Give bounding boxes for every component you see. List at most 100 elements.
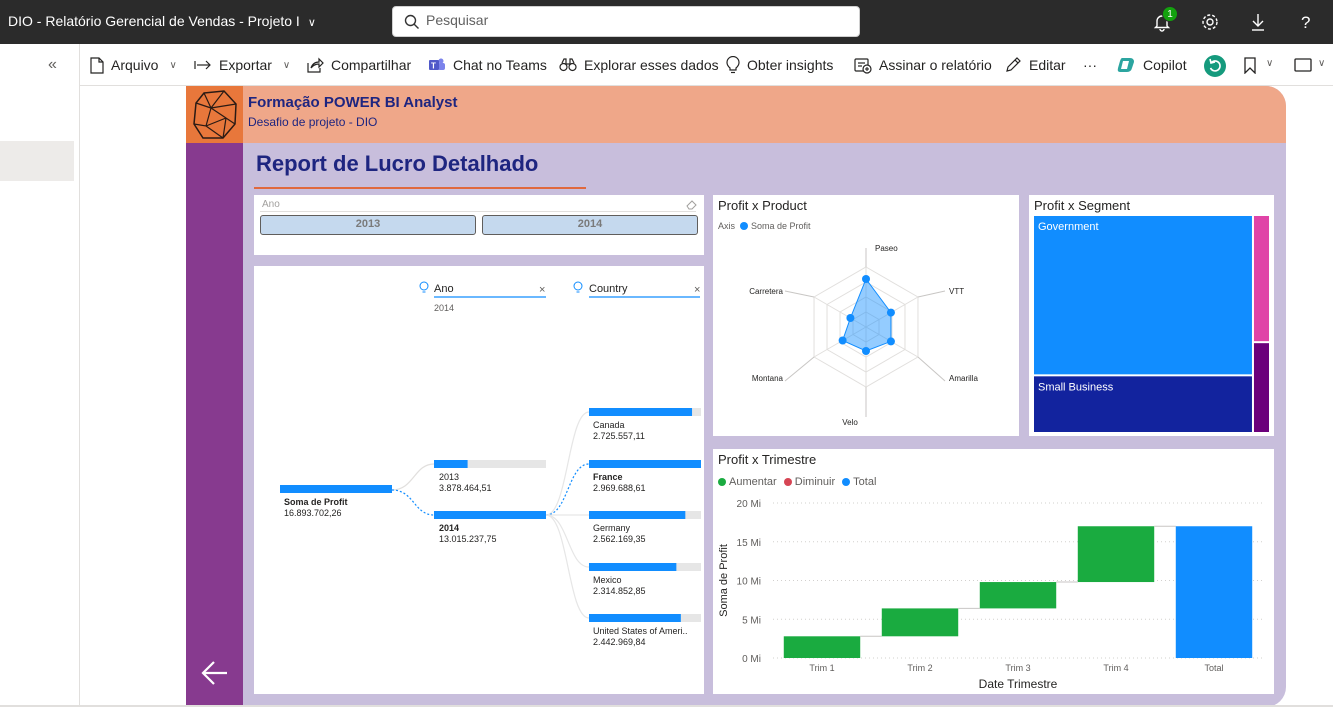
chevron-down-icon[interactable]: ∨ — [1318, 58, 1326, 69]
waterfall-bar — [783, 636, 861, 658]
radar-chart: Paseo VTT Amarilla Velo Montana Carretera — [749, 244, 978, 427]
search-icon — [404, 14, 419, 29]
binoculars-icon — [559, 58, 577, 72]
lightbulb-icon — [573, 281, 583, 293]
radar-leader — [917, 290, 946, 298]
remove-level-icon[interactable]: × — [539, 284, 545, 296]
level-country-label: Country — [589, 283, 628, 295]
year-slicer: Ano 2013 2014 — [254, 195, 704, 255]
view-icon[interactable] — [1294, 58, 1312, 72]
node-value: 13.015.237,75 — [439, 534, 497, 544]
legend-axis-label: Axis — [718, 221, 736, 231]
copilot-icon — [1117, 58, 1134, 72]
eraser-icon[interactable] — [686, 199, 697, 210]
treemap-title: Profit x Segment — [1034, 198, 1131, 213]
radar-category-label: Amarilla — [949, 374, 978, 383]
export-icon — [194, 60, 211, 70]
download-icon[interactable] — [1247, 11, 1269, 33]
radar-point — [862, 275, 870, 283]
subscribe-icon — [854, 57, 872, 74]
report-title-menu[interactable]: DIO - Relatório Gerencial de Vendas - Pr… — [8, 13, 316, 29]
radar-point — [886, 337, 895, 346]
selected-page-item[interactable] — [0, 141, 74, 181]
report-toolbar: Arquivo ∨ Exportar ∨ Compartilhar T Chat n… — [80, 44, 1333, 86]
radar-point — [846, 314, 855, 322]
edit-label: Editar — [1029, 57, 1066, 73]
bookmark-icon[interactable] — [1244, 57, 1256, 74]
collapse-pane-icon[interactable]: « — [48, 56, 57, 73]
radar-leader — [784, 290, 815, 298]
legend-dot-decrease — [783, 478, 792, 486]
treemap-tile — [1252, 215, 1270, 343]
legend-dot-increase — [718, 478, 726, 486]
node-bar — [589, 614, 681, 622]
edit-button[interactable]: Editar — [1004, 55, 1066, 75]
legend-decrease: Diminuir — [794, 476, 836, 488]
legend-dot-total — [842, 478, 851, 486]
y-axis-title: Soma de Profit — [718, 544, 730, 617]
radar-category-label: VTT — [949, 287, 964, 296]
waterfall-bar — [979, 582, 1057, 609]
node-bar — [589, 511, 686, 519]
legend-total: Total — [853, 476, 877, 488]
slicer-option-2014[interactable]: 2014 — [482, 215, 698, 235]
left-nav-pane: « — [0, 44, 80, 707]
radar-axis — [813, 296, 867, 328]
radar-legend: Axis Soma de Profit — [718, 221, 811, 231]
copilot-button[interactable]: Copilot — [1116, 55, 1187, 75]
gear-icon[interactable] — [1199, 11, 1221, 33]
remove-level-icon[interactable]: × — [694, 284, 700, 296]
app-top-bar: DIO - Relatório Gerencial de Vendas - Pr… — [0, 0, 1333, 44]
more-options-icon: ··· — [1083, 57, 1097, 73]
subscribe-button[interactable]: Assinar o relatório — [854, 55, 992, 75]
notification-badge: 1 — [1162, 6, 1178, 22]
radar-title: Profit x Product — [718, 198, 807, 213]
pencil-icon — [1006, 57, 1021, 72]
node-value: 2.314.852,85 — [593, 586, 646, 596]
legend-series-label: Soma de Profit — [751, 221, 811, 231]
node-bar — [589, 460, 701, 468]
node-label: 2013 — [439, 472, 459, 482]
treemap-tile — [1033, 215, 1253, 376]
profit-trimestre-visual: Profit x Trimestre Aumentar Diminuir Tot… — [713, 449, 1274, 694]
chevron-down-icon[interactable]: ∨ — [1266, 58, 1274, 69]
waterfall-bar — [881, 608, 959, 637]
radar-point — [862, 347, 870, 355]
file-menu-button[interactable]: Arquivo ∨ — [90, 55, 177, 75]
logo-icon — [193, 90, 237, 139]
node-value: 2.442.969,84 — [593, 637, 646, 647]
connector-line — [391, 489, 435, 516]
radar-point — [838, 336, 847, 345]
waterfall-bar — [1175, 526, 1253, 658]
more-options-button[interactable]: ··· — [1083, 55, 1097, 75]
share-button[interactable]: Compartilhar — [306, 55, 411, 75]
search-box[interactable] — [392, 6, 860, 37]
slicer-option-2013[interactable]: 2013 — [260, 215, 476, 235]
svg-text:?: ? — [1301, 13, 1310, 32]
x-axis-title: Date Trimestre — [979, 677, 1058, 691]
insights-button[interactable]: Obter insights — [726, 55, 833, 75]
back-arrow-icon[interactable] — [200, 658, 230, 688]
radar-category-label: Montana — [752, 374, 784, 383]
search-input[interactable] — [426, 12, 826, 28]
refresh-icon[interactable] — [1203, 54, 1227, 78]
radar-leader — [917, 356, 946, 382]
radar-leader — [784, 356, 815, 382]
connector-line — [545, 514, 590, 619]
node-label: United States of Ameri.. — [593, 626, 688, 636]
waterfall-legend: Aumentar Diminuir Total — [718, 476, 876, 488]
help-icon[interactable]: ? — [1295, 11, 1317, 33]
legend-increase: Aumentar — [729, 476, 777, 488]
radar-point — [886, 308, 895, 317]
bottom-border — [0, 705, 1333, 707]
level-ano-label: Ano — [434, 283, 454, 295]
x-tick-label: Trim 1 — [809, 663, 834, 673]
page-title: Report de Lucro Detalhado — [256, 151, 539, 176]
export-menu-button[interactable]: Exportar ∨ — [194, 55, 290, 75]
node-bar — [434, 511, 546, 519]
report-page: Formação POWER BI Analyst Desafio de pro… — [186, 86, 1286, 707]
explore-data-button[interactable]: Explorar esses dados — [559, 55, 719, 75]
teams-chat-button[interactable]: T Chat no Teams — [428, 55, 547, 75]
node-value: 2.562.169,35 — [593, 534, 646, 544]
treemap-tile — [1033, 375, 1253, 433]
